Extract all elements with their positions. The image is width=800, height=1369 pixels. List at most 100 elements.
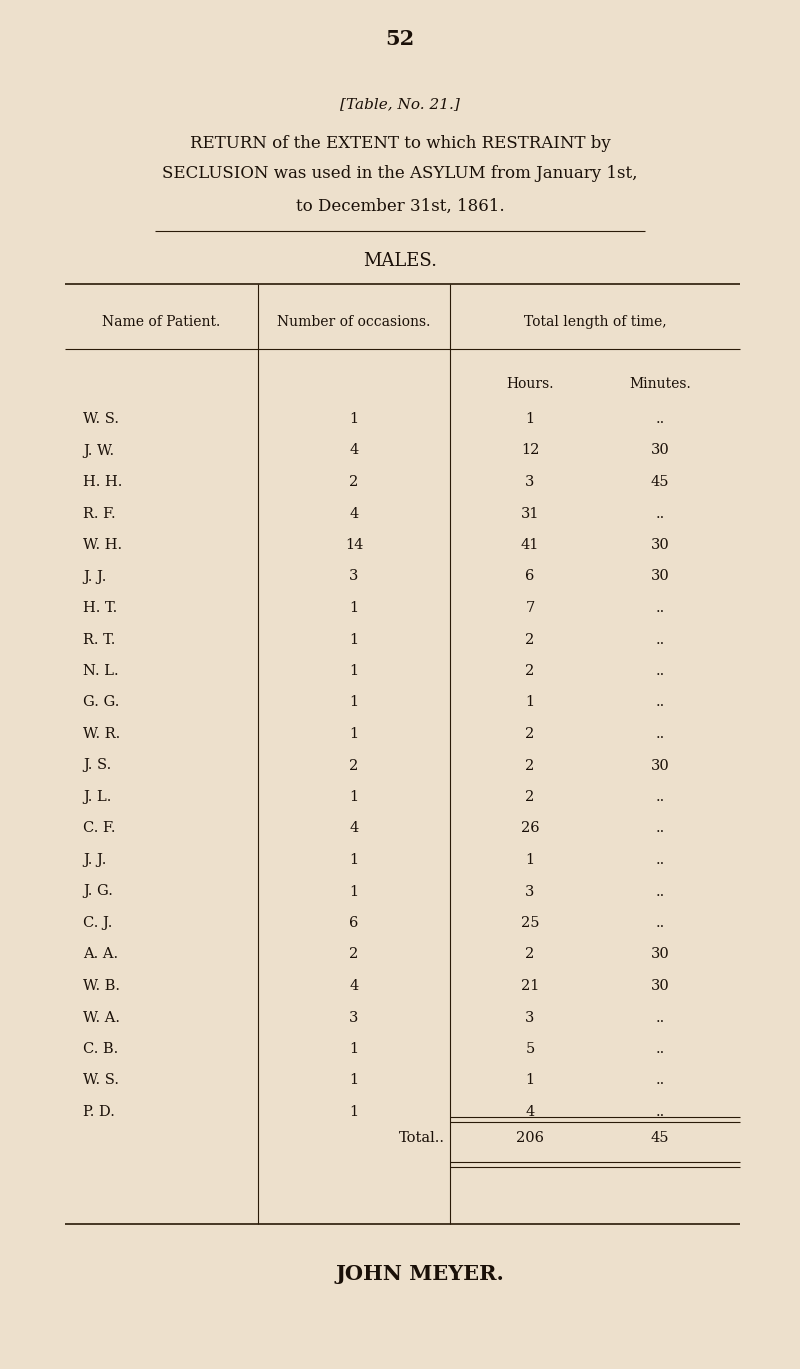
Text: W. S.: W. S.	[83, 412, 119, 426]
Text: G. G.: G. G.	[83, 695, 119, 709]
Text: 1: 1	[350, 853, 358, 867]
Text: 2: 2	[526, 790, 534, 804]
Text: 30: 30	[650, 570, 670, 583]
Text: C. B.: C. B.	[83, 1042, 118, 1055]
Text: J. J.: J. J.	[83, 570, 106, 583]
Text: 1: 1	[350, 884, 358, 898]
Text: N. L.: N. L.	[83, 664, 118, 678]
Text: W. S.: W. S.	[83, 1073, 119, 1087]
Text: 4: 4	[350, 444, 358, 457]
Text: 5: 5	[526, 1042, 534, 1055]
Text: H. T.: H. T.	[83, 601, 118, 615]
Text: P. D.: P. D.	[83, 1105, 115, 1118]
Text: R. F.: R. F.	[83, 507, 116, 520]
Text: 14: 14	[345, 538, 363, 552]
Text: 45: 45	[650, 1132, 670, 1146]
Text: C. J.: C. J.	[83, 916, 112, 930]
Text: 4: 4	[526, 1105, 534, 1118]
Text: RETURN of the EXTENT to which RESTRAINT by: RETURN of the EXTENT to which RESTRAINT …	[190, 136, 610, 152]
Text: R. T.: R. T.	[83, 632, 115, 646]
Text: Hours.: Hours.	[506, 376, 554, 392]
Text: 25: 25	[521, 916, 539, 930]
Text: W. A.: W. A.	[83, 1010, 120, 1024]
Text: Total length of time,: Total length of time,	[524, 315, 666, 329]
Text: ..: ..	[655, 632, 665, 646]
Text: C. F.: C. F.	[83, 821, 115, 835]
Text: 21: 21	[521, 979, 539, 993]
Text: W. H.: W. H.	[83, 538, 122, 552]
Text: 1: 1	[350, 1042, 358, 1055]
Text: 2: 2	[350, 758, 358, 772]
Text: ..: ..	[655, 790, 665, 804]
Text: 6: 6	[526, 570, 534, 583]
Text: 4: 4	[350, 821, 358, 835]
Text: 7: 7	[526, 601, 534, 615]
Text: 4: 4	[350, 507, 358, 520]
Text: 1: 1	[526, 412, 534, 426]
Text: 45: 45	[650, 475, 670, 489]
Text: 2: 2	[526, 947, 534, 961]
Text: J. S.: J. S.	[83, 758, 111, 772]
Text: Number of occasions.: Number of occasions.	[278, 315, 430, 329]
Text: 41: 41	[521, 538, 539, 552]
Text: 206: 206	[516, 1132, 544, 1146]
Text: 1: 1	[350, 1105, 358, 1118]
Text: J. L.: J. L.	[83, 790, 111, 804]
Text: 2: 2	[526, 727, 534, 741]
Text: W. R.: W. R.	[83, 727, 120, 741]
Text: 6: 6	[350, 916, 358, 930]
Text: 2: 2	[526, 758, 534, 772]
Text: [Table, No. 21.]: [Table, No. 21.]	[340, 97, 460, 111]
Text: 1: 1	[526, 853, 534, 867]
Text: 2: 2	[526, 632, 534, 646]
Text: ..: ..	[655, 916, 665, 930]
Text: ..: ..	[655, 507, 665, 520]
Text: 2: 2	[350, 475, 358, 489]
Text: 3: 3	[526, 1010, 534, 1024]
Text: 2: 2	[526, 664, 534, 678]
Text: Minutes.: Minutes.	[629, 376, 691, 392]
Text: JOHN MEYER.: JOHN MEYER.	[335, 1264, 505, 1284]
Text: ..: ..	[655, 1105, 665, 1118]
Text: 3: 3	[350, 1010, 358, 1024]
Text: W. B.: W. B.	[83, 979, 120, 993]
Text: MALES.: MALES.	[363, 252, 437, 270]
Text: 1: 1	[526, 1073, 534, 1087]
Text: 4: 4	[350, 979, 358, 993]
Text: 3: 3	[526, 884, 534, 898]
Text: 1: 1	[350, 412, 358, 426]
Text: 30: 30	[650, 444, 670, 457]
Text: 12: 12	[521, 444, 539, 457]
Text: 1: 1	[526, 695, 534, 709]
Text: J. J.: J. J.	[83, 853, 106, 867]
Text: ..: ..	[655, 1073, 665, 1087]
Text: ..: ..	[655, 884, 665, 898]
Text: ..: ..	[655, 664, 665, 678]
Text: 31: 31	[521, 507, 539, 520]
Text: 1: 1	[350, 727, 358, 741]
Text: Total..: Total..	[399, 1132, 445, 1146]
Text: J. G.: J. G.	[83, 884, 113, 898]
Text: 1: 1	[350, 601, 358, 615]
Text: 1: 1	[350, 790, 358, 804]
Text: ..: ..	[655, 727, 665, 741]
Text: 3: 3	[526, 475, 534, 489]
Text: ..: ..	[655, 695, 665, 709]
Text: 2: 2	[350, 947, 358, 961]
Text: ..: ..	[655, 412, 665, 426]
Text: Name of Patient.: Name of Patient.	[102, 315, 221, 329]
Text: 30: 30	[650, 947, 670, 961]
Text: ..: ..	[655, 821, 665, 835]
Text: SECLUSION was used in the ASYLUM from January 1st,: SECLUSION was used in the ASYLUM from Ja…	[162, 166, 638, 182]
Text: 52: 52	[386, 29, 414, 49]
Text: ..: ..	[655, 601, 665, 615]
Text: H. H.: H. H.	[83, 475, 122, 489]
Text: 1: 1	[350, 664, 358, 678]
Text: 1: 1	[350, 632, 358, 646]
Text: ..: ..	[655, 1010, 665, 1024]
Text: 26: 26	[521, 821, 539, 835]
Text: 1: 1	[350, 1073, 358, 1087]
Text: A. A.: A. A.	[83, 947, 118, 961]
Text: ..: ..	[655, 853, 665, 867]
Text: 30: 30	[650, 758, 670, 772]
